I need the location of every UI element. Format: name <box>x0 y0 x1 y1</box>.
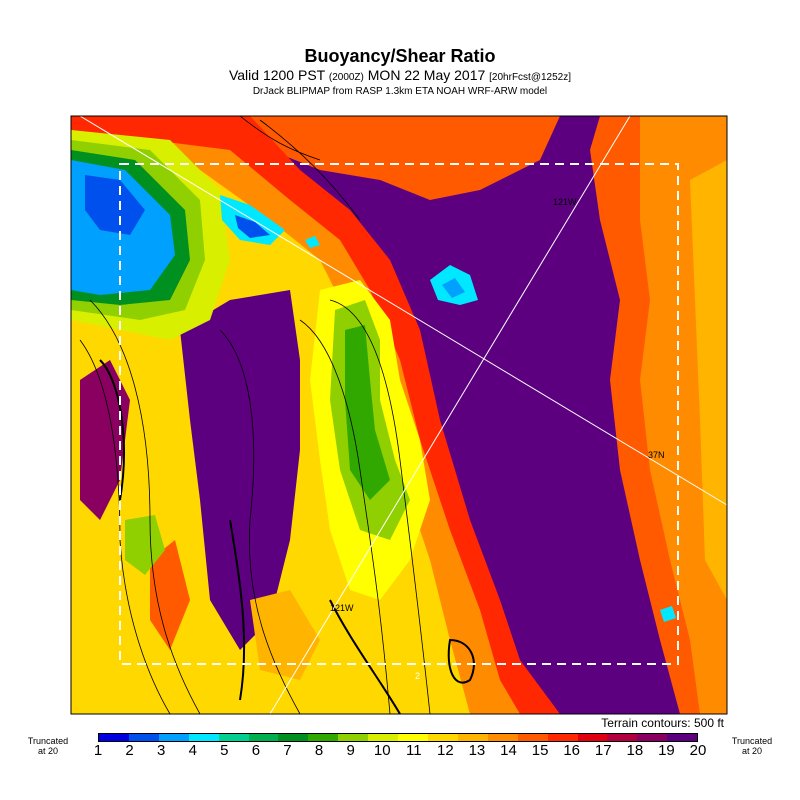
color-scale-cell <box>188 734 219 741</box>
color-scale-cell <box>667 734 698 741</box>
color-scale-tick-label: 13 <box>468 742 486 759</box>
valid-time: Valid 1200 PST <box>228 67 325 83</box>
color-scale-tick-label: 6 <box>251 742 261 759</box>
truncated-left-label: Truncated at 20 <box>18 736 78 756</box>
truncated-right-text: Truncated at 20 <box>731 736 773 756</box>
color-scale-tick-label: 8 <box>314 742 324 759</box>
color-scale-tick-label: 15 <box>531 742 549 759</box>
color-scale-cell <box>427 734 458 741</box>
color-scale-cell <box>457 734 488 741</box>
color-scale-tick-label: 9 <box>346 742 355 759</box>
terrain-contour-note: Terrain contours: 500 ft <box>601 716 724 730</box>
color-scale-cell <box>128 734 159 741</box>
field-shading <box>71 116 727 714</box>
color-scale-tick-label: 10 <box>373 742 391 759</box>
color-scale-cell <box>308 734 339 741</box>
truncated-left-text: Truncated at 20 <box>27 736 69 756</box>
color-scale-cell <box>547 734 578 741</box>
valid-time-line: Valid 1200 PST (2000Z) MON 22 May 2017 [… <box>0 67 800 83</box>
color-scale-tick-label: 7 <box>283 742 292 759</box>
graticule <box>79 115 728 715</box>
color-scale-tick-label: 14 <box>500 742 517 759</box>
contour-value-label: 2 <box>415 671 420 681</box>
zulu-time: (2000Z) <box>328 72 364 83</box>
valid-date: MON 22 May 2017 <box>367 67 486 83</box>
color-scale-cell <box>517 734 548 741</box>
color-scale-tick-label: 4 <box>188 742 197 759</box>
color-scale-cell <box>158 734 189 741</box>
plot-frame <box>70 115 728 715</box>
color-scale-tick-label: 17 <box>594 742 612 759</box>
color-scale-tick-label: 11 <box>405 742 422 759</box>
inner-domain-box <box>119 163 679 665</box>
terrain-contours <box>79 116 475 714</box>
forecast-info: [20hrFcst@1252z] <box>489 72 572 83</box>
color-scale-tick-label: 3 <box>156 742 166 759</box>
color-scale-tick-label: 20 <box>689 742 707 759</box>
color-scale-cell <box>278 734 309 741</box>
color-scale-tick-label: 5 <box>220 742 229 759</box>
color-scale-tick-label: 12 <box>437 742 454 759</box>
color-scale-cell <box>607 734 638 741</box>
color-scale-tick-label: 16 <box>563 742 581 759</box>
lon-label-bottom: 121W <box>330 603 354 613</box>
color-scale-cell <box>99 734 129 741</box>
model-description: DrJack BLIPMAP from RASP 1.3km ETA NOAH … <box>252 86 548 97</box>
color-scale-tick-label: 1 <box>93 742 103 759</box>
color-scale-bar <box>98 733 698 742</box>
color-scale-cell <box>487 734 518 741</box>
color-scale-cell <box>577 734 608 741</box>
color-scale-cell <box>218 734 249 741</box>
map-title: Buoyancy/Shear Ratio <box>304 46 496 66</box>
color-scale-cell <box>368 734 399 741</box>
lat-label-right: 37N <box>648 450 665 460</box>
color-scale-ticks: 1 2 3 4 5 6 7 8 9 10 11 12 13 14 15 16 17 18 19 20 <box>94 742 707 762</box>
color-scale-cell <box>398 734 428 741</box>
color-scale-tick-label: 2 <box>125 742 134 759</box>
lon-label-top: 121W <box>553 197 577 207</box>
truncated-right-label: Truncated at 20 <box>722 736 782 756</box>
color-scale-cell <box>637 734 668 741</box>
color-scale-cell <box>338 734 369 741</box>
color-scale-cell <box>248 734 279 741</box>
color-scale-tick-label: 18 <box>626 742 644 759</box>
color-scale-tick-label: 19 <box>658 742 675 759</box>
